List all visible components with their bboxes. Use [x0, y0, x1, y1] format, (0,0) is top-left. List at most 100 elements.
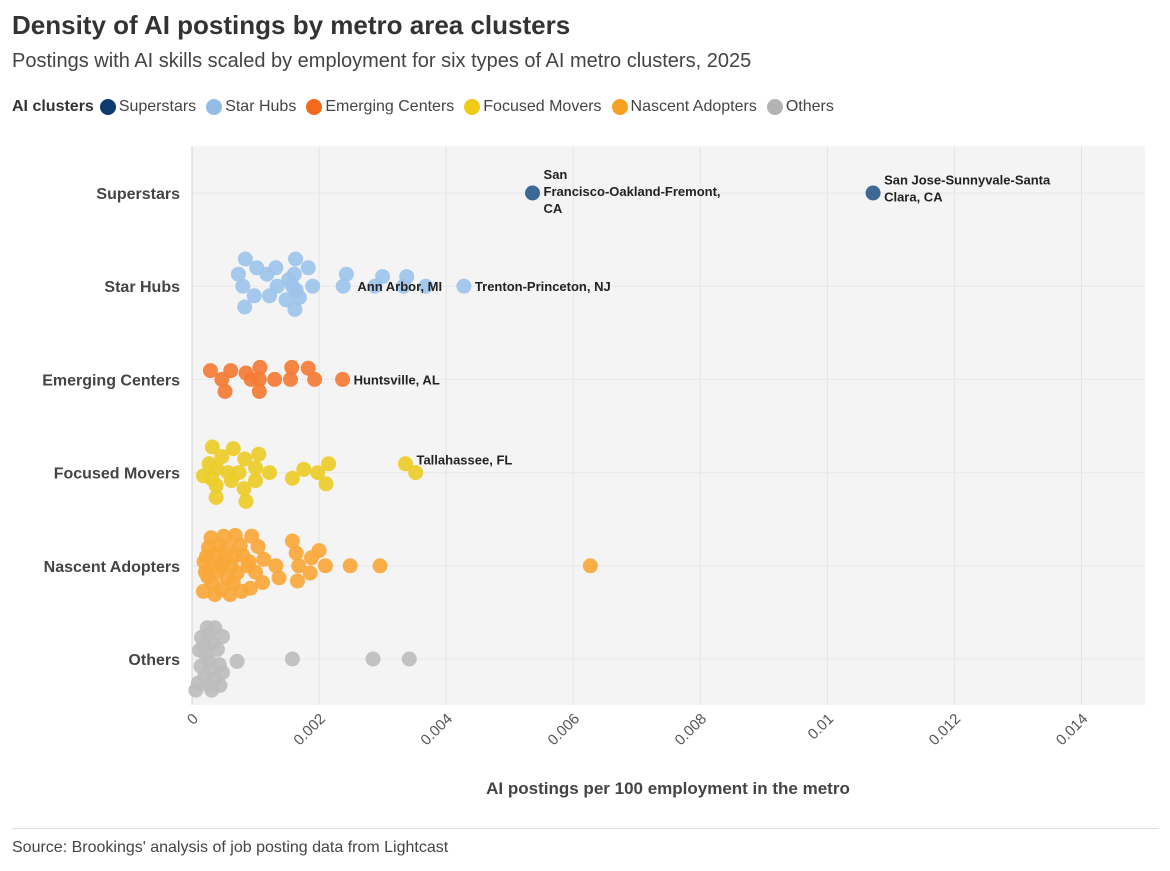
data-point-focused-movers	[208, 477, 224, 493]
annotation-label: Clara, CA	[884, 190, 943, 205]
legend-item-others[interactable]: Others	[766, 98, 834, 116]
annotation-label: CA	[544, 201, 563, 216]
data-point-focused-movers	[310, 465, 326, 481]
data-point-nascent-adopters	[342, 558, 358, 574]
legend-swatch-nascent-adopters	[611, 99, 628, 115]
data-point-star-hubs	[259, 266, 275, 282]
y-tick-label: Emerging Centers	[42, 372, 180, 389]
data-point-star-hubs	[237, 251, 253, 267]
data-point-star-hubs	[288, 251, 304, 267]
y-tick-label: Others	[128, 652, 180, 669]
data-point-focused-movers	[284, 470, 300, 486]
data-point-nascent-adopters	[250, 539, 266, 555]
y-tick-label: Nascent Adopters	[44, 559, 180, 576]
legend-label-star-hubs: Star Hubs	[225, 98, 297, 115]
data-point-emerging-centers	[284, 359, 300, 375]
legend-swatch-emerging-centers	[306, 99, 323, 115]
data-point-others	[229, 653, 245, 669]
data-point-star-hubs	[367, 278, 383, 294]
data-point-nascent-adopters	[255, 575, 271, 591]
legend-item-superstars[interactable]: Superstars	[99, 98, 196, 116]
data-point-star-hubs	[418, 278, 434, 294]
data-point-emerging-centers	[282, 371, 298, 387]
data-point-emerging-centers	[217, 383, 233, 399]
data-point-focused-movers	[321, 456, 337, 472]
data-point-emerging-centers	[252, 359, 268, 375]
data-point-nascent-adopters	[242, 580, 258, 596]
data-point-nascent-adopters	[222, 587, 238, 603]
legend-item-emerging-centers[interactable]: Emerging Centers	[306, 98, 454, 116]
data-point-focused-movers	[251, 446, 267, 462]
data-point-nascent-adopters	[372, 558, 388, 574]
data-point-nascent-adopters	[195, 583, 211, 599]
data-point-nascent-adopters	[289, 573, 305, 589]
legend-swatch-superstars	[99, 99, 116, 115]
legend-item-focused-movers[interactable]: Focused Movers	[464, 98, 602, 116]
x-tick-label: 0.01	[805, 710, 838, 743]
x-tick-label: 0.002	[290, 710, 329, 749]
legend-item-nascent-adopters[interactable]: Nascent Adopters	[611, 98, 757, 116]
chart-subtitle: Postings with AI skills scaled by employ…	[12, 50, 752, 72]
data-point-others	[365, 651, 381, 667]
data-point-focused-movers	[318, 476, 334, 492]
data-point-emerging-centers	[214, 371, 230, 387]
data-point-focused-movers	[208, 489, 224, 505]
annotation-label: San	[544, 167, 568, 182]
data-point-nascent-adopters	[288, 545, 304, 561]
annotation-label: Huntsville, AL	[354, 372, 440, 387]
data-point-star-hubs	[230, 266, 246, 282]
data-point-star-hubs	[287, 301, 303, 317]
scatter-chart: Superstars Star Hubs Emerging Centers Focus…	[42, 146, 1145, 798]
data-point-star-hubs	[237, 299, 253, 315]
plot-area	[192, 146, 1145, 705]
legend-item-star-hubs[interactable]: Star Hubs	[206, 98, 296, 116]
legend: AI clusters Superstars Star Hubs Emergin…	[12, 98, 844, 116]
y-tick-label: Focused Movers	[54, 466, 180, 483]
data-point-focused-movers	[223, 473, 239, 489]
data-point-nascent-adopters	[291, 558, 307, 574]
legend-swatch-star-hubs	[206, 99, 223, 115]
data-point-star-hubs	[456, 278, 472, 294]
data-point-star-hubs	[338, 266, 354, 282]
annotation-label: Tallahassee, FL	[416, 453, 512, 468]
data-point-star-hubs	[246, 288, 262, 304]
legend-label-others: Others	[785, 98, 834, 115]
x-axis-title: AI postings per 100 employment in the me…	[486, 779, 850, 798]
data-point-focused-movers	[236, 481, 252, 497]
data-point-focused-movers	[408, 465, 424, 481]
x-tick-label: 0.006	[545, 710, 584, 749]
data-point-focused-movers	[248, 460, 264, 476]
data-point-focused-movers	[225, 441, 241, 457]
x-tick-label: 0.004	[417, 710, 456, 749]
annotation-label: Trenton-Princeton, NJ	[475, 279, 611, 294]
data-point-focused-movers	[248, 473, 264, 489]
legend-label-focused-movers: Focused Movers	[483, 98, 602, 115]
data-point-star-hubs	[300, 260, 316, 276]
annotation-label: Ann Arbor, MI	[357, 279, 442, 294]
data-point-focused-movers	[214, 449, 230, 465]
legend-swatch-others	[766, 99, 783, 115]
x-tick-label: 0.008	[672, 710, 711, 749]
data-point-nascent-adopters	[284, 533, 300, 549]
legend-label-nascent-adopters: Nascent Adopters	[630, 98, 757, 115]
data-point-star-hubs	[396, 278, 412, 294]
data-point-star-hubs	[305, 278, 321, 294]
annotation-label: San Jose-Sunnyvale-Santa	[884, 173, 1051, 188]
data-point-focused-movers	[204, 439, 220, 455]
legend-swatch-focused-movers	[464, 99, 481, 115]
source-note: Source: Brookings' analysis of job posti…	[12, 839, 449, 856]
data-point-star-hubs	[335, 278, 351, 294]
data-point-emerging-centers	[307, 371, 323, 387]
data-point-nascent-adopters	[207, 587, 223, 603]
legend-title: AI clusters	[12, 98, 94, 115]
data-point-nascent-adopters	[303, 550, 319, 566]
data-point-star-hubs	[278, 292, 294, 308]
data-point-nascent-adopters	[302, 565, 318, 581]
data-point-nascent-adopters	[317, 558, 333, 574]
data-point-emerging-centers	[251, 371, 267, 387]
data-point-nascent-adopters	[256, 551, 272, 567]
data-point-emerging-centers	[300, 360, 316, 376]
x-tick-label: 0.012	[926, 710, 965, 749]
data-point-others	[188, 682, 204, 698]
y-tick-label: Superstars	[96, 186, 180, 203]
